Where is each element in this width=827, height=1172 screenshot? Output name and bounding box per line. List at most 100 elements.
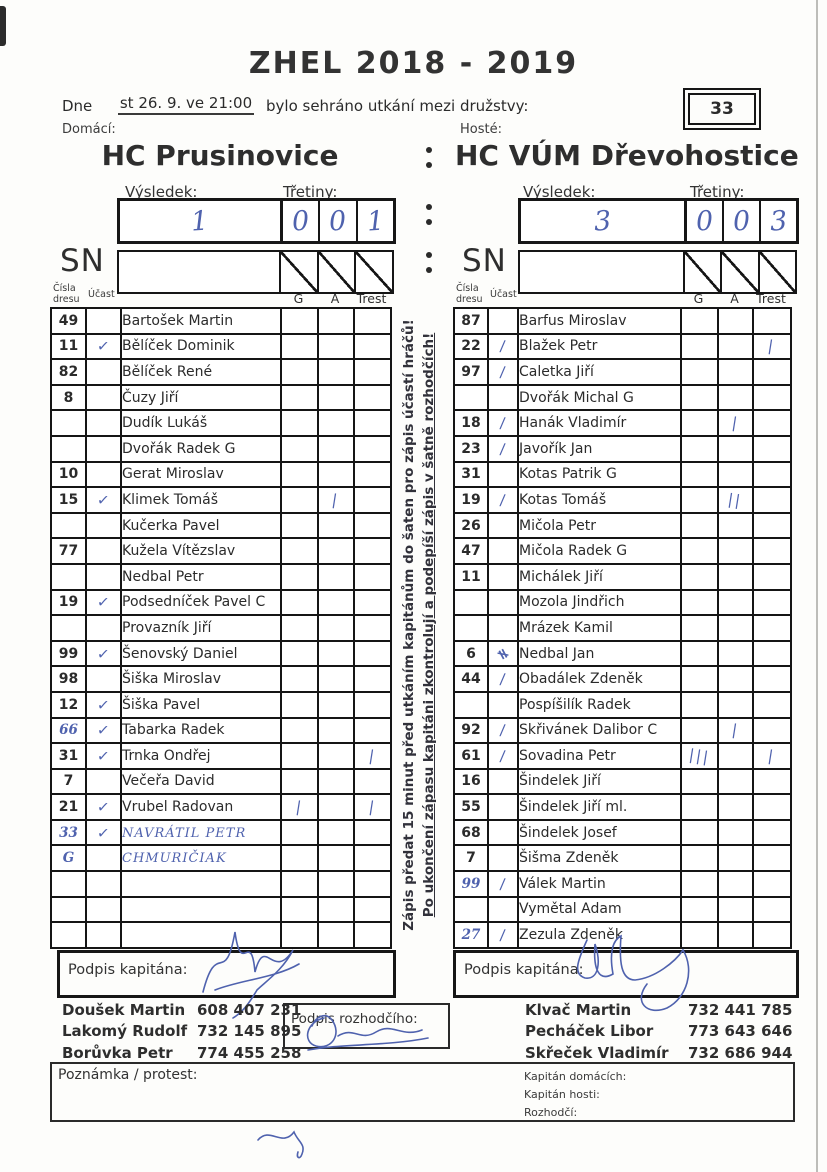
assists-cell [717, 742, 754, 770]
guest-assists-header: A [730, 291, 739, 306]
instruction-line1: Zápis předat 15 minut před utkáním kapit… [401, 319, 417, 931]
attendance-cell [487, 767, 519, 796]
player-name-cell: Mrázek Kamil [517, 614, 682, 642]
jersey-number-cell: 27 [453, 921, 489, 949]
player-row: Provazník Jiří [50, 614, 392, 642]
attendance-cell [85, 434, 122, 463]
player-row: 44 / Obadálek Zdeněk [453, 665, 792, 693]
goals-cell: ||| [680, 742, 719, 770]
player-name-cell: Vrubel Radovan [120, 793, 282, 821]
assists-cell [317, 793, 355, 821]
goals-cell [280, 844, 319, 873]
assists-cell [717, 537, 754, 565]
penalty-cell [752, 460, 792, 489]
date-label: Dne [62, 97, 93, 115]
player-row: 47 Mičola Radek G [453, 537, 792, 565]
attendance-mark: / [499, 746, 507, 766]
contact-row: Doušek Martin 608 407 231 [62, 999, 301, 1021]
assists-cell [717, 511, 754, 540]
scan-edge-line [816, 0, 818, 1172]
assists-cell [317, 921, 355, 949]
attendance-cell [85, 409, 122, 437]
assists-cell [317, 307, 355, 335]
tally-mark: | [367, 746, 378, 766]
tally-mark: ||| [687, 745, 712, 767]
guest-team-name: HC VÚM Dřevohostice [455, 139, 799, 172]
player-name-cell: Šišma Zdeněk [517, 844, 682, 873]
stray-pen-mark [257, 1130, 304, 1159]
penalty-cell [752, 665, 792, 693]
penalty-cell [353, 716, 392, 745]
date-value: st 26. 9. ve 21:00 [118, 94, 254, 115]
penalty-cell [752, 614, 792, 642]
goals-cell [680, 767, 719, 796]
guest-periods-label: Třetiny: [690, 183, 745, 201]
goals-cell [280, 690, 319, 719]
guest-captain-signature-label: Podpis kapitána: [464, 962, 584, 978]
guest-penalty-header: Trest [756, 291, 786, 306]
tally-mark: | [331, 490, 341, 510]
penalty-cell [353, 895, 392, 924]
goals-cell [280, 742, 319, 770]
assists-cell [317, 870, 355, 898]
penalty-cell [752, 307, 792, 335]
attendance-cell: ✓ [85, 639, 122, 668]
jersey-number-cell [453, 383, 489, 412]
jersey-number-cell: 68 [453, 818, 489, 847]
home-jersey-header: Čísla [53, 283, 76, 294]
assists-cell [317, 562, 355, 591]
assists-cell [717, 614, 754, 642]
player-name-cell: Šiška Miroslav [120, 665, 282, 693]
attendance-cell: / [487, 486, 519, 514]
penalty-cell [353, 358, 392, 386]
jersey-number-cell: 22 [453, 332, 489, 361]
jersey-number-cell: G [50, 844, 87, 873]
player-row: Dudík Lukáš [50, 409, 392, 437]
assists-cell [717, 307, 754, 335]
player-row: 26 Mičola Petr [453, 511, 792, 540]
handwritten-entry: 66 [59, 722, 78, 739]
goals-cell [280, 307, 319, 335]
attendance-cell [85, 460, 122, 489]
assists-cell [317, 716, 355, 745]
assists-cell [317, 409, 355, 437]
player-name-cell: Barfus Miroslav [517, 307, 682, 335]
assists-cell [317, 665, 355, 693]
player-name-cell: Vymětal Adam [517, 895, 682, 924]
jersey-number-cell: 87 [453, 307, 489, 335]
player-name-cell: NAVRÁTIL PETR [120, 818, 282, 847]
assists-cell [717, 767, 754, 796]
match-number: 33 [710, 99, 734, 119]
goals-cell [680, 716, 719, 745]
jersey-number-cell: 19 [50, 588, 87, 617]
attendance-mark: / [499, 413, 507, 433]
player-name-cell: Mičola Radek G [517, 537, 682, 565]
player-row: 6 ≠ Nedbal Jan [453, 639, 792, 668]
guest-roster-table: 87 Barfus Miroslav 22 / Blažek Petr | 97 / Calet… [453, 307, 792, 949]
contact-name: Skřeček Vladimír [525, 1043, 669, 1062]
jersey-number-cell: 31 [453, 460, 489, 489]
contact-row: Pecháček Libor 773 643 646 [525, 1021, 792, 1043]
player-name-cell: Obadálek Zdeněk [517, 665, 682, 693]
home-periods-label: Třetiny: [283, 183, 338, 201]
player-name-cell: Hanák Vladimír [517, 409, 682, 437]
period-score: 3 [768, 204, 789, 238]
attendance-cell: / [487, 716, 519, 745]
contact-phone: 773 643 646 [688, 1022, 793, 1041]
attendance-cell [487, 511, 519, 540]
assists-cell [717, 793, 754, 821]
attendance-cell: / [487, 358, 519, 386]
goals-cell [280, 767, 319, 796]
assists-cell [317, 588, 355, 617]
attendance-mark: ✓ [96, 490, 111, 510]
player-row: 7 Šišma Zdeněk [453, 844, 792, 873]
attendance-cell [85, 870, 122, 898]
player-name-cell: Gerat Miroslav [120, 460, 282, 489]
attendance-mark: ✓ [96, 797, 111, 817]
home-captain-signature [202, 931, 300, 1019]
penalty-cell [353, 562, 392, 591]
player-row: 66 ✓ Tabarka Radek [50, 716, 392, 745]
player-row: Nedbal Petr [50, 562, 392, 591]
player-row: 27 / Zezula Zdeněk [453, 921, 792, 949]
attendance-mark: / [499, 337, 507, 356]
